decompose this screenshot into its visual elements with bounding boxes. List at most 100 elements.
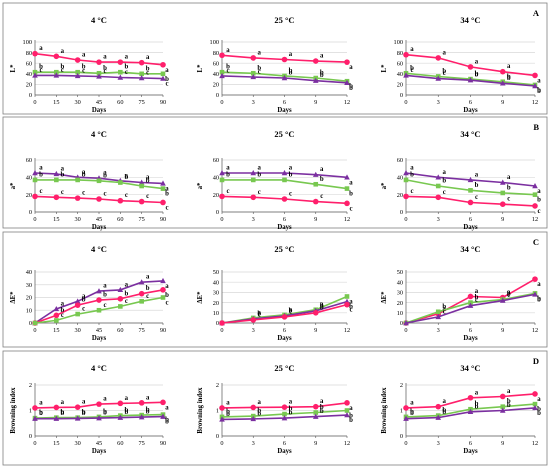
significance-label: a [226,165,230,172]
x-tick-label: 0 [33,440,36,447]
significance-label: a [258,49,262,56]
significance-label: c [103,191,106,198]
significance-label: c [410,188,413,195]
data-point-circle [32,193,38,200]
x-tick-label: 15 [53,327,59,334]
significance-label: a [165,283,169,290]
x-axis-label: Days [463,335,478,342]
data-point-triangle [96,415,102,421]
significance-label: b [103,172,107,179]
y-tick-label: 20 [397,192,403,199]
data-point-circle [219,52,225,59]
y-tick-label: 40 [397,71,403,78]
x-tick-label: 12 [532,327,538,334]
data-point-triangle [344,412,350,418]
y-tick-label: 20 [213,82,219,89]
x-tick-label: 3 [252,327,255,334]
data-point-square [118,180,123,185]
significance-label: b [537,295,541,302]
significance-label: a [443,305,447,312]
significance-label: b [146,285,150,292]
data-point-square [468,300,473,305]
significance-label: c [258,189,261,196]
significance-label: b [165,76,169,83]
panel-frame [2,350,548,466]
subplot-title: 4 °C [91,15,107,25]
x-tick-label: 75 [139,327,145,334]
data-point-triangle [219,416,225,422]
significance-label: c [349,205,352,212]
significance-label: c [146,293,149,300]
data-point-circle [499,201,506,207]
significance-label: b [124,174,128,181]
significance-label: b [289,70,293,77]
data-point-triangle [74,72,81,79]
data-point-square [435,309,441,315]
subplot-title: 34 °C [460,15,480,25]
significance-label: c [320,193,323,200]
significance-label: b [124,409,128,416]
y-axis-label: Browning index [381,387,388,434]
data-point-triangle [32,415,38,421]
significance-label: a [507,289,511,296]
y-tick-label: 80 [26,50,32,57]
data-point-triangle [467,302,474,308]
y-axis-label: L* [381,64,388,73]
significance-label: a [146,54,150,61]
data-point-triangle [53,415,60,421]
x-tick-label: 45 [96,327,102,334]
significance-label: c [226,188,229,195]
significance-label: a [39,399,43,406]
x-tick-label: 30 [75,327,81,334]
data-point-triangle [160,413,166,419]
x-axis-label: Days [277,335,292,342]
y-tick-label: 50 [213,269,219,276]
x-axis-label: Days [463,448,478,455]
significance-label: b [442,407,446,414]
data-point-triangle [138,279,145,285]
data-point-square [139,183,144,189]
data-point-circle [467,64,474,70]
significance-label: b [39,410,43,417]
data-point-circle [250,317,257,323]
significance-label: b [475,403,479,410]
x-tick-label: 60 [117,440,123,447]
significance-label: c [226,67,229,74]
significance-label: b [257,65,261,72]
significance-label: a [258,309,262,316]
significance-label: a [537,188,541,195]
significance-label: c [507,196,510,203]
data-point-triangle [532,291,538,297]
significance-label: b [442,303,446,310]
data-point-circle [219,405,225,411]
significance-label: a [82,399,86,406]
significance-label: b [537,197,541,204]
data-point-triangle [32,72,38,78]
significance-label: b [82,64,86,71]
data-point-circle [344,59,350,65]
y-axis-label: ΔE* [10,291,17,304]
significance-label: c [61,189,64,196]
x-tick-label: 75 [139,216,145,223]
x-tick-label: 30 [75,216,81,223]
subplot-D-1: 4 °C 0 1 2 0 15 30 45 60 75 90 Days Browning index a a… [10,363,169,455]
significance-label: b [475,294,479,301]
data-point-triangle [219,170,225,176]
y-tick-label: 0 [400,320,403,327]
x-tick-label: 45 [96,99,102,106]
data-point-triangle [532,82,538,89]
panel-frame [2,231,548,348]
x-axis-label: Days [277,107,292,114]
significance-label: b [289,410,293,417]
data-point-triangle [138,414,145,420]
y-tick-label: 40 [397,279,403,286]
significance-label: a [289,306,293,313]
data-point-circle [467,199,474,206]
data-point-triangle [281,75,288,81]
significance-label: b [103,408,107,415]
data-point-circle [344,200,350,207]
x-tick-label: 3 [252,99,255,106]
